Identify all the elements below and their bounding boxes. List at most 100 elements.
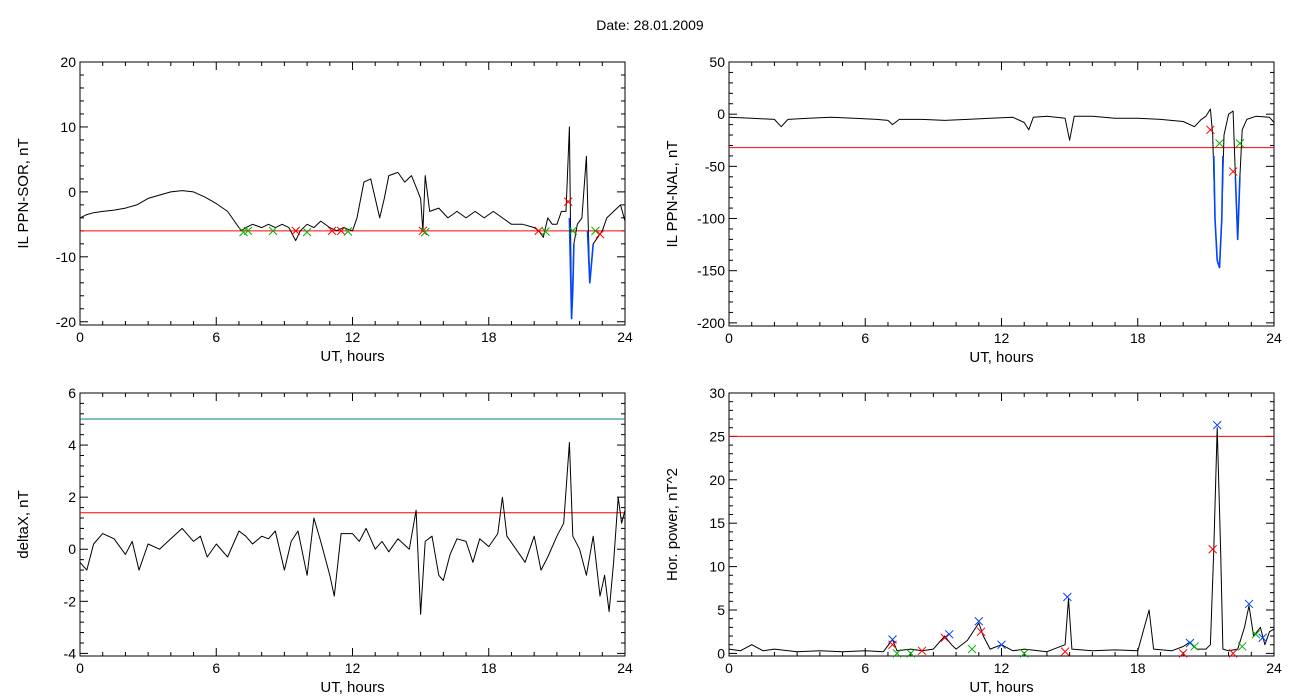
plot-4-y-tick-label: 20 <box>709 472 725 488</box>
plot-3-y-tick-label: 6 <box>68 385 76 401</box>
plot-1-marker-green <box>420 227 430 237</box>
plot-1-series-black-1 <box>79 126 626 319</box>
plot-1-marker-green <box>591 226 600 236</box>
plot-1-marker-green <box>343 227 353 236</box>
plot-2-x-tick-label: 24 <box>1266 330 1282 346</box>
plot-2-series-black-1 <box>728 108 1275 269</box>
plot-1-y-tick-label: 20 <box>60 54 76 70</box>
plot-4-marker-blue <box>944 629 954 639</box>
plot-1-marker-red <box>327 226 337 236</box>
plot-1-marker-red <box>336 226 346 236</box>
plot-3-x-tick-label: 24 <box>617 660 633 676</box>
plot-4-marker-blue <box>997 640 1006 650</box>
plot-3-frame <box>79 392 626 657</box>
plot-4-x-tick-label: 12 <box>994 660 1010 676</box>
plot-3-x-tick-label: 18 <box>481 660 497 676</box>
plot-4-frame <box>728 392 1275 657</box>
plot-4-marker-green <box>1237 642 1247 651</box>
plot-1-x-tick-label: 0 <box>76 329 84 345</box>
plot-2-marker-red <box>1206 125 1215 135</box>
plot-1-marker-green <box>568 226 578 236</box>
plot-2-y-tick-label: -100 <box>697 211 725 227</box>
plot-1-x-tick-label: 18 <box>481 329 497 345</box>
plot-1-marker-red <box>291 226 301 236</box>
plot-4-y-axis-label: Hor. power, nT^2 <box>664 468 681 581</box>
plot-1-y-axis-label: IL PPN-SOR, nT <box>15 138 32 248</box>
plot-2-y-tick-label: -50 <box>705 158 725 174</box>
plot-4-marker-green <box>1019 649 1029 658</box>
plot-1-series-blue-2 <box>568 217 575 320</box>
plot-1-frame <box>79 61 626 326</box>
plot-1-series-blue-3 <box>586 230 594 284</box>
plot-4-y-tick-label: 15 <box>709 515 725 531</box>
plot-2-y-axis-label: IL PPN-NAL, nT <box>664 141 681 248</box>
plot-4-marker-blue <box>1212 420 1222 430</box>
plot-3-y-tick-label: 4 <box>68 437 76 453</box>
plot-4-x-tick-label: 6 <box>861 660 869 676</box>
plot-4-marker-blue <box>1258 633 1268 643</box>
plot-2-marker-green <box>1215 139 1224 148</box>
plot-4-series-black-1 <box>728 427 1275 653</box>
plot-3-y-tick-label: 0 <box>68 541 76 557</box>
plot-1-marker-green <box>268 226 278 236</box>
plot-4-y-tick-label: 0 <box>717 645 725 661</box>
plot-4-x-tick-label: 24 <box>1266 660 1282 676</box>
plot-1-x-tick-label: 12 <box>345 329 361 345</box>
plot-2-x-tick-label: 0 <box>725 330 733 346</box>
plot-4-marker-blue <box>974 616 984 626</box>
plot-1-y-tick-label: -20 <box>56 314 76 330</box>
plot-1-x-tick-label: 24 <box>617 329 633 345</box>
plot-4-marker-red <box>1060 647 1070 657</box>
plot-2-x-axis-label: UT, hours <box>969 349 1033 366</box>
plot-4-marker-blue <box>1244 599 1254 609</box>
plot-2-frame <box>728 61 1275 327</box>
plot-4-marker-green <box>1190 642 1199 651</box>
plot-4-marker-green <box>967 644 977 654</box>
plot-2-y-tick-label: 50 <box>709 54 725 70</box>
plot-2-y-tick-label: 0 <box>717 106 725 122</box>
plot-1-marker-green <box>302 227 312 237</box>
plot-1-marker-red <box>418 226 428 236</box>
plot-3-y-tick-label: 2 <box>68 489 76 505</box>
plot-2-marker-red <box>1228 167 1238 176</box>
plot-4-marker-red <box>1178 649 1188 658</box>
plot-2-series-blue-2 <box>1213 155 1224 269</box>
plot-4-marker-green <box>892 649 902 658</box>
plot-4-marker-green <box>1251 629 1261 639</box>
plot-4-x-tick-label: 0 <box>725 660 733 676</box>
plot-3-y-tick-label: -2 <box>64 593 77 609</box>
plot-3-series-black-1 <box>79 442 626 615</box>
plot-3-x-tick-label: 6 <box>212 660 220 676</box>
plot-1-y-tick-label: 10 <box>60 119 76 135</box>
plot-4-marker-blue <box>1185 638 1195 648</box>
plot-4-marker-red <box>888 640 897 650</box>
plot-1-y-tick-label: -10 <box>56 249 76 265</box>
plot-1-x-axis-label: UT, hours <box>320 348 384 365</box>
plot-4-marker-red <box>976 627 986 637</box>
plot-3-x-tick-label: 12 <box>345 660 361 676</box>
plot-4-marker-green <box>906 649 916 658</box>
plot-4-y-tick-label: 30 <box>709 385 725 401</box>
plot-4-marker-red <box>1208 544 1218 554</box>
plot-1-marker-red <box>595 229 605 239</box>
plot-3-y-axis-label: deltaX, nT <box>15 490 32 558</box>
plot-4-y-tick-label: 10 <box>709 559 725 575</box>
page-title: Date: 28.01.2009 <box>596 17 704 33</box>
plot-1-x-tick-label: 6 <box>212 329 220 345</box>
plot-1-marker-red <box>534 226 544 236</box>
plot-3-x-tick-label: 0 <box>76 660 84 676</box>
plot-2-y-tick-label: -150 <box>697 263 725 279</box>
plot-2-marker-green <box>1235 139 1245 148</box>
plot-4-marker-blue <box>1062 592 1072 602</box>
plot-1-y-tick-label: 0 <box>68 184 76 200</box>
plot-4-x-axis-label: UT, hours <box>969 679 1033 696</box>
plot-2-x-tick-label: 12 <box>994 330 1010 346</box>
plot-2-x-tick-label: 6 <box>861 330 869 346</box>
plot-4-y-tick-label: 25 <box>709 428 725 444</box>
plot-4-marker-red <box>1228 649 1238 658</box>
plot-3-y-tick-label: -4 <box>64 645 77 661</box>
plot-4-y-tick-label: 5 <box>717 602 725 618</box>
plot-4-marker-red <box>940 633 950 643</box>
plot-4-marker-red <box>917 646 927 656</box>
